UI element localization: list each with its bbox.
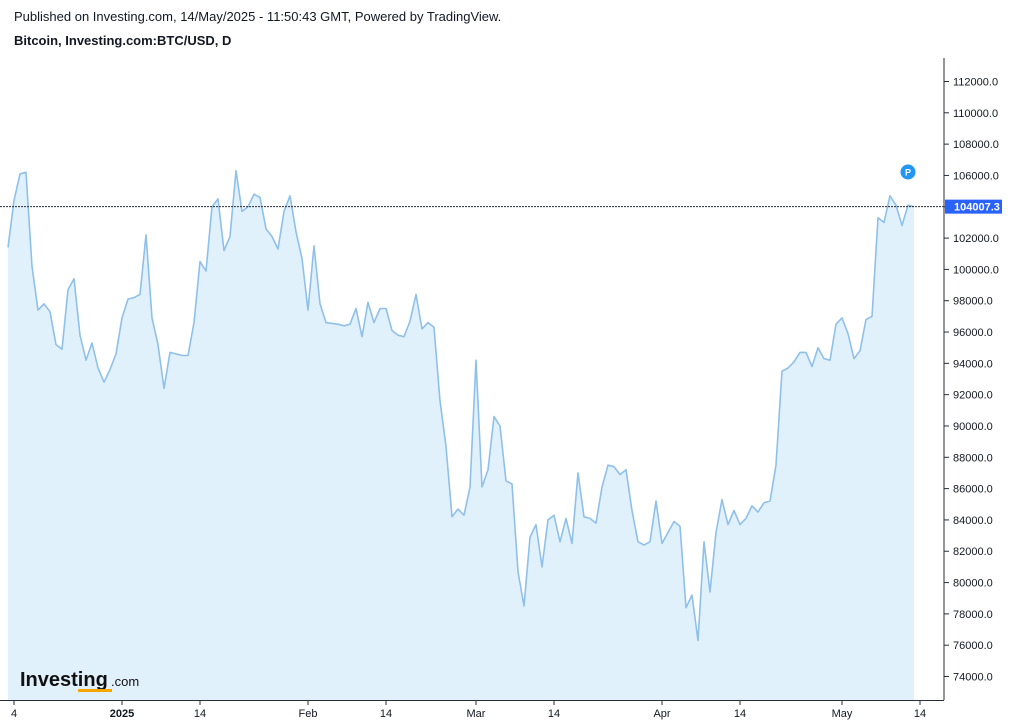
y-tick-label: 92000.0 [953, 390, 993, 402]
y-tick-label: 84000.0 [953, 515, 993, 527]
y-tick-label: 90000.0 [953, 421, 993, 433]
x-tick-label: Mar [467, 708, 486, 720]
x-tick-label: Feb [299, 708, 318, 720]
investing-logo: Investing .com [20, 669, 139, 692]
p-marker-label: P [905, 168, 911, 178]
x-axis: 4 2025 14 Feb 14 Mar 14 Apr 14 May 14 [11, 700, 926, 720]
y-tick-label: 98000.0 [953, 296, 993, 308]
y-tick-label: 82000.0 [953, 546, 993, 558]
p-marker-circle[interactable] [900, 164, 916, 180]
price-area-fill [8, 170, 914, 700]
y-tick-label: 80000.0 [953, 578, 993, 590]
x-tick-label: 4 [11, 708, 17, 720]
price-line [7, 169, 915, 642]
logo-wordmark: Investing [20, 669, 108, 691]
x-tick-label: Apr [653, 708, 670, 720]
last-price-label-bg [945, 199, 1002, 214]
y-tick-label: 96000.0 [953, 327, 993, 339]
x-tick-label: 14 [380, 708, 392, 720]
last-price-label: 104007.3 [945, 199, 1002, 214]
y-tick-label: 76000.0 [953, 640, 993, 652]
y-tick-label: 106000.0 [953, 170, 999, 182]
symbol-title: Bitcoin, Investing.com:BTC/USD, D [14, 33, 232, 48]
y-tick-label: 110000.0 [953, 108, 998, 120]
x-tick-label: 14 [734, 708, 746, 720]
y-axis: 74000.0 76000.0 78000.0 80000.0 82000.0 84000… [944, 76, 999, 684]
last-price-value: 104007.3 [954, 202, 1000, 214]
plot-area[interactable] [7, 169, 915, 700]
x-tick-label: May [832, 708, 853, 720]
y-tick-label: 100000.0 [953, 264, 999, 276]
x-tick-label: 14 [194, 708, 206, 720]
y-tick-label: 108000.0 [953, 139, 999, 151]
logo-suffix: .com [111, 674, 139, 689]
y-tick-label: 102000.0 [953, 233, 999, 245]
y-tick-label: 112000.0 [953, 76, 998, 88]
y-tick-label: 88000.0 [953, 452, 993, 464]
x-tick-label: 2025 [110, 708, 134, 720]
y-tick-label: 78000.0 [953, 609, 993, 621]
y-tick-label: 74000.0 [953, 672, 993, 684]
p-marker[interactable]: P [900, 164, 916, 180]
y-tick-label: 94000.0 [953, 358, 993, 370]
x-tick-label: 14 [548, 708, 560, 720]
x-tick-label: 14 [914, 708, 926, 720]
y-tick-label: 86000.0 [953, 484, 993, 496]
logo-underline [78, 689, 112, 692]
published-info: Published on Investing.com, 14/May/2025 … [14, 9, 502, 24]
